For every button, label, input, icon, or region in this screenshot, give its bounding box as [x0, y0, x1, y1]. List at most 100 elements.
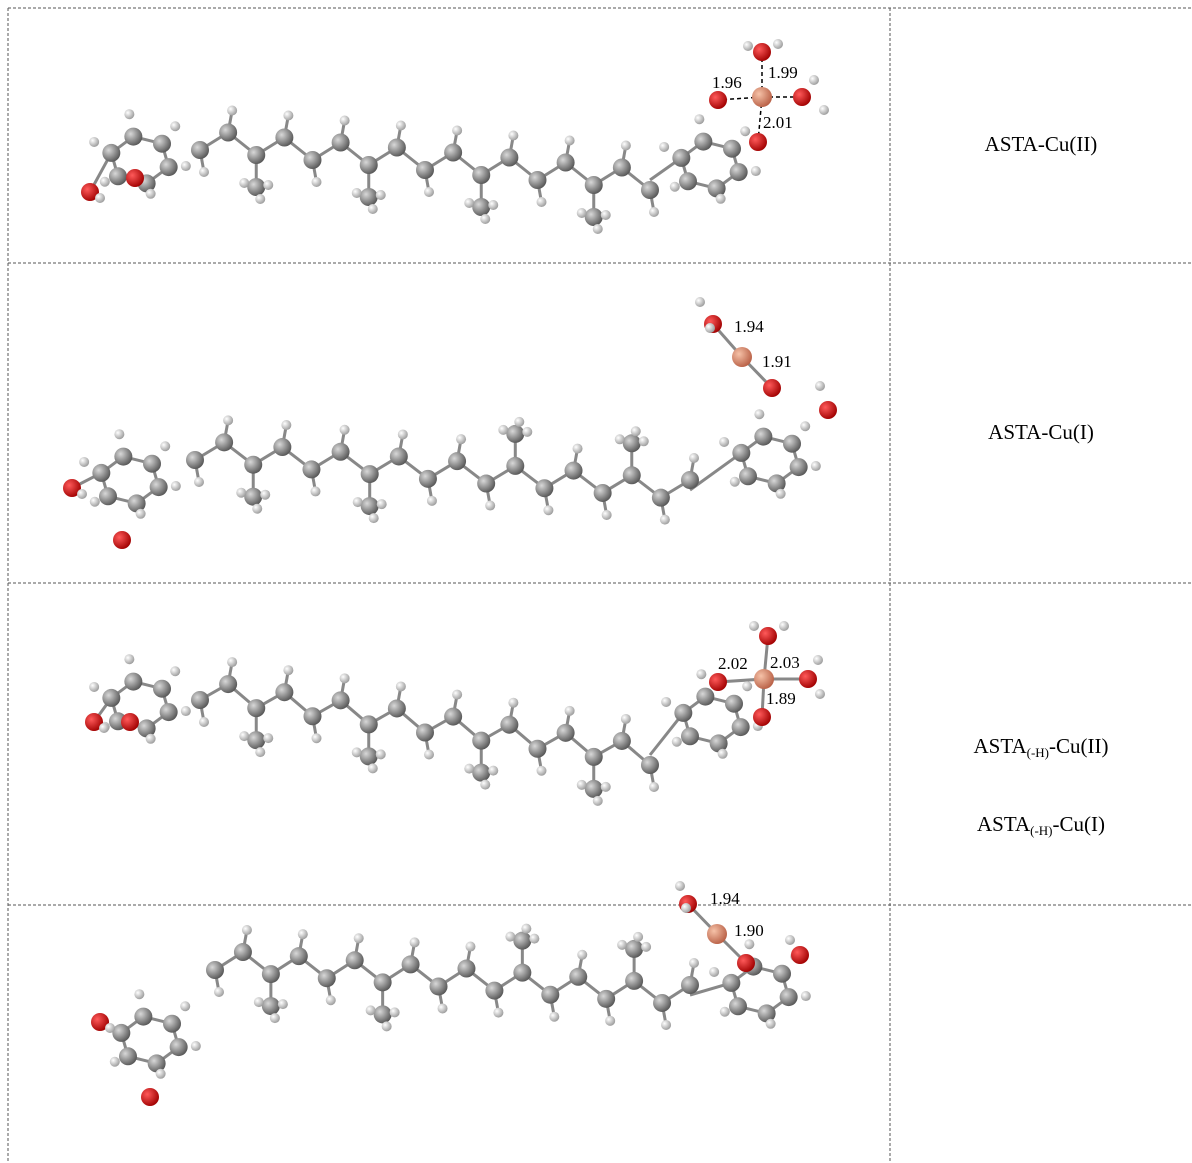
atom: [722, 974, 740, 992]
atom: [163, 1015, 181, 1033]
atom: [109, 167, 127, 185]
label-subscript: (-H): [1030, 823, 1052, 838]
atom: [448, 452, 466, 470]
atom: [754, 669, 774, 689]
atom: [730, 163, 748, 181]
bond-length: 2.03: [770, 653, 800, 672]
atom: [191, 691, 209, 709]
atom: [819, 105, 829, 115]
atom: [290, 947, 308, 965]
atom: [239, 731, 249, 741]
atom: [255, 194, 265, 204]
atom: [275, 129, 293, 147]
atom: [124, 654, 134, 664]
bond-length: 2.02: [718, 654, 748, 673]
structure-label: ASTA-Cu(I): [890, 420, 1192, 445]
atom: [749, 621, 759, 631]
atom: [354, 933, 364, 943]
bond-length: 1.99: [768, 63, 798, 82]
atom: [452, 690, 462, 700]
atom: [382, 1021, 392, 1031]
atom: [633, 932, 643, 942]
atom: [783, 435, 801, 453]
atom: [506, 425, 524, 443]
atom: [565, 706, 575, 716]
atom: [134, 989, 144, 999]
label-part: ASTA: [973, 734, 1026, 758]
atom: [689, 453, 699, 463]
atom: [312, 177, 322, 187]
atom: [326, 995, 336, 1005]
atom: [730, 477, 740, 487]
atom: [254, 997, 264, 1007]
atom: [194, 477, 204, 487]
atom: [577, 950, 587, 960]
atom: [361, 465, 379, 483]
atom: [477, 475, 495, 493]
atom: [239, 178, 249, 188]
atom: [672, 737, 682, 747]
atom: [799, 670, 817, 688]
atom: [707, 924, 727, 944]
bond-length: 1.89: [766, 689, 796, 708]
atom: [374, 1005, 392, 1023]
atom: [340, 425, 350, 435]
atom: [100, 177, 110, 187]
atom: [99, 723, 109, 733]
label-part: -Cu(I): [1053, 812, 1105, 836]
atom: [388, 139, 406, 157]
atom: [773, 965, 791, 983]
atom: [543, 505, 553, 515]
atom: [255, 747, 265, 757]
atom: [480, 780, 490, 790]
atom: [90, 497, 100, 507]
atom: [602, 510, 612, 520]
atom: [402, 955, 420, 973]
atom: [283, 111, 293, 121]
atom: [452, 126, 462, 136]
atom: [535, 479, 553, 497]
atom: [304, 151, 322, 169]
atom: [136, 509, 146, 519]
atom: [160, 158, 178, 176]
atom: [181, 161, 191, 171]
atom: [681, 903, 691, 913]
atom: [191, 1041, 201, 1051]
atom: [374, 973, 392, 991]
atom: [390, 1007, 400, 1017]
atom: [732, 347, 752, 367]
atom: [785, 935, 795, 945]
atom: [312, 733, 322, 743]
atom: [675, 881, 685, 891]
atom: [227, 106, 237, 116]
atom: [615, 434, 625, 444]
atom: [625, 940, 643, 958]
atom: [601, 782, 611, 792]
atom: [541, 986, 559, 1004]
structure-label: ASTA(-H)-Cu(II): [890, 734, 1192, 761]
atom: [729, 997, 747, 1015]
atom: [377, 499, 387, 509]
atom: [150, 478, 168, 496]
atom: [779, 621, 789, 631]
atom: [593, 224, 603, 234]
atom: [749, 133, 767, 151]
atom: [219, 675, 237, 693]
atom: [263, 180, 273, 190]
atom: [416, 161, 434, 179]
atom: [585, 748, 603, 766]
atom: [262, 997, 280, 1015]
atom: [681, 471, 699, 489]
atom: [723, 140, 741, 158]
atom: [275, 683, 293, 701]
atom: [110, 1057, 120, 1067]
atom: [340, 116, 350, 126]
atom: [102, 144, 120, 162]
atom: [376, 749, 386, 759]
atom: [661, 697, 671, 707]
atom: [119, 1047, 137, 1065]
atom: [398, 429, 408, 439]
atom: [613, 732, 631, 750]
atom: [199, 167, 209, 177]
atom: [424, 187, 434, 197]
